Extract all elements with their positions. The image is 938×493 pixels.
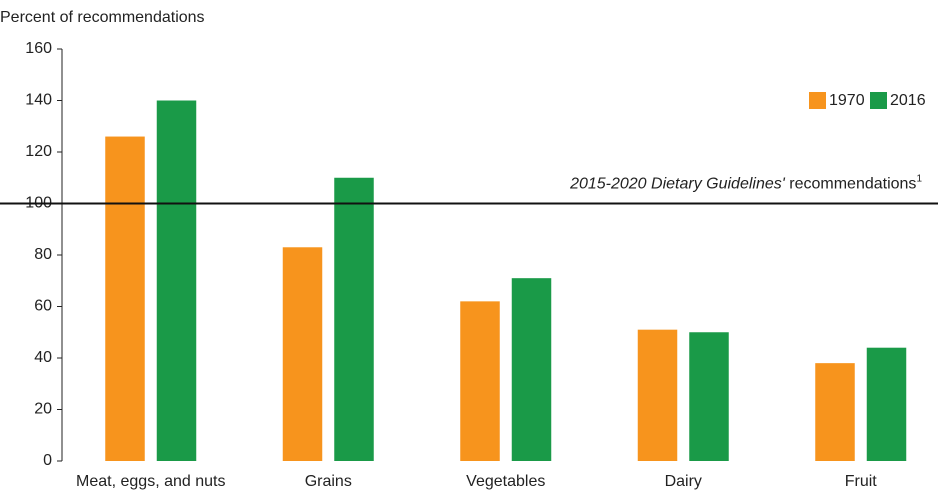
y-tick-label: 40	[34, 349, 52, 366]
legend-swatch	[809, 92, 826, 109]
y-tick-label: 0	[43, 452, 52, 469]
legend-label: 2016	[890, 92, 926, 109]
x-tick-label: Fruit	[845, 473, 878, 490]
bar	[105, 136, 145, 462]
bar	[689, 332, 729, 461]
y-tick-label: 80	[34, 246, 52, 263]
bar	[866, 347, 907, 461]
y-tick-label: 60	[34, 298, 52, 315]
bar	[815, 363, 855, 461]
bar	[511, 278, 552, 461]
x-tick-label: Meat, eggs, and nuts	[76, 473, 225, 490]
bar	[156, 100, 197, 461]
reference-label: 2015-2020 Dietary Guidelines' recommenda…	[569, 173, 922, 193]
bar	[637, 329, 678, 461]
reference-label-text: recommendations	[785, 176, 917, 193]
y-axis-label: Percent of recommendations	[0, 9, 205, 26]
y-tick-label: 20	[34, 401, 52, 418]
x-tick-label: Dairy	[665, 473, 702, 490]
legend-label: 1970	[829, 92, 865, 109]
reference-footnote: 1	[916, 173, 922, 184]
x-tick-label: Grains	[305, 473, 352, 490]
y-tick-label: 160	[25, 40, 52, 57]
reference-label-italic: 2015-2020 Dietary Guidelines'	[569, 176, 786, 193]
y-tick-label: 140	[25, 92, 52, 109]
bar	[334, 177, 374, 461]
bar	[282, 247, 323, 461]
y-tick-label: 120	[25, 143, 52, 160]
x-tick-label: Vegetables	[466, 473, 545, 490]
bar	[460, 301, 500, 461]
legend-swatch	[870, 92, 887, 109]
